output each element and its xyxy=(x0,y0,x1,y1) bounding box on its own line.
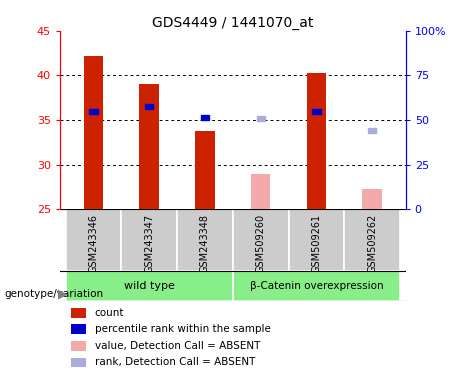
Title: GDS4449 / 1441070_at: GDS4449 / 1441070_at xyxy=(152,16,313,30)
Text: GSM509260: GSM509260 xyxy=(256,214,266,273)
Bar xyxy=(368,128,376,133)
Text: GSM243346: GSM243346 xyxy=(89,214,98,273)
Text: GSM509261: GSM509261 xyxy=(312,214,321,273)
Text: ▶: ▶ xyxy=(58,287,67,300)
Bar xyxy=(312,109,321,114)
Bar xyxy=(83,56,103,209)
Text: rank, Detection Call = ABSENT: rank, Detection Call = ABSENT xyxy=(95,358,255,367)
Bar xyxy=(121,209,177,271)
Text: GSM509262: GSM509262 xyxy=(367,214,377,273)
Bar xyxy=(65,271,233,301)
Bar xyxy=(233,209,289,271)
Bar xyxy=(89,109,98,114)
Bar xyxy=(65,209,121,271)
Bar xyxy=(362,189,382,209)
Bar xyxy=(289,209,344,271)
Bar xyxy=(251,174,271,209)
Bar xyxy=(139,84,159,209)
Text: percentile rank within the sample: percentile rank within the sample xyxy=(95,324,271,334)
Bar xyxy=(307,73,326,209)
Bar xyxy=(233,271,400,301)
Text: value, Detection Call = ABSENT: value, Detection Call = ABSENT xyxy=(95,341,260,351)
Bar xyxy=(201,115,209,120)
Bar xyxy=(195,131,215,209)
Text: genotype/variation: genotype/variation xyxy=(5,289,104,299)
Text: count: count xyxy=(95,308,124,318)
Bar xyxy=(256,116,265,121)
Text: β-Catenin overexpression: β-Catenin overexpression xyxy=(250,281,383,291)
Text: wild type: wild type xyxy=(124,281,175,291)
Text: GSM243347: GSM243347 xyxy=(144,214,154,273)
Bar xyxy=(344,209,400,271)
Bar xyxy=(177,209,233,271)
Bar xyxy=(145,104,154,109)
Text: GSM243348: GSM243348 xyxy=(200,214,210,273)
